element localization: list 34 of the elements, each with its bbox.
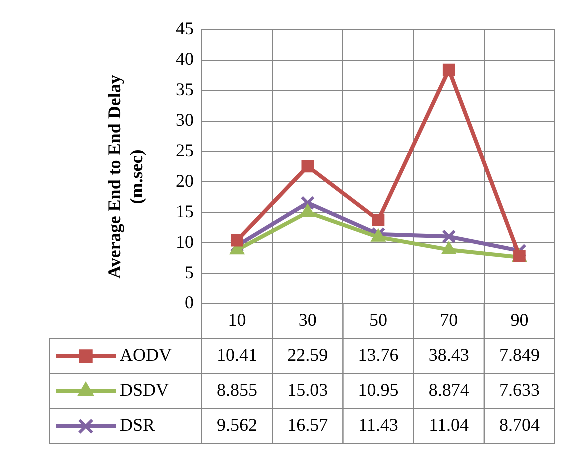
y-tick-label: 40 bbox=[176, 49, 194, 70]
data-label: 11.43 bbox=[358, 415, 398, 436]
y-tick-label: 5 bbox=[185, 262, 194, 282]
data-label: 7.633 bbox=[499, 380, 540, 400]
y-axis-title: Average End to End Delay (m.sec) bbox=[104, 75, 147, 279]
legend-label: DSDV bbox=[120, 380, 170, 400]
data-label: 15.03 bbox=[288, 380, 328, 400]
x-tick-label: 30 bbox=[298, 310, 317, 330]
x-tick-label: 70 bbox=[440, 310, 458, 330]
y-tick-label: 10 bbox=[176, 232, 194, 252]
data-label: 8.704 bbox=[499, 415, 540, 436]
data-label: 38.43 bbox=[428, 345, 470, 366]
data-label: 16.57 bbox=[288, 415, 328, 436]
x-tick-label: 50 bbox=[370, 310, 388, 330]
y-tick-label: 20 bbox=[176, 170, 194, 191]
data-label: 10.41 bbox=[217, 345, 258, 366]
data-label: 9.562 bbox=[217, 415, 258, 436]
data-label: 8.855 bbox=[217, 380, 258, 400]
data-label: 22.59 bbox=[288, 345, 328, 366]
y-tick-label: 0 bbox=[185, 292, 194, 313]
data-label: 11.04 bbox=[429, 415, 470, 436]
y-tick-label: 15 bbox=[176, 201, 194, 222]
y-tick-label: 25 bbox=[176, 140, 194, 161]
data-label: 13.76 bbox=[358, 345, 399, 366]
data-label: 8.874 bbox=[428, 380, 470, 400]
data-label: 10.95 bbox=[358, 380, 399, 400]
data-label: 7.849 bbox=[499, 345, 540, 366]
y-tick-label: 30 bbox=[176, 110, 194, 130]
y-tick-label: 35 bbox=[176, 80, 194, 100]
x-tick-label: 10 bbox=[228, 310, 246, 330]
x-tick-label: 90 bbox=[510, 310, 529, 330]
y-tick-label: 45 bbox=[176, 18, 194, 39]
legend-label: AODV bbox=[120, 345, 172, 366]
legend-label: DSR bbox=[120, 415, 156, 436]
